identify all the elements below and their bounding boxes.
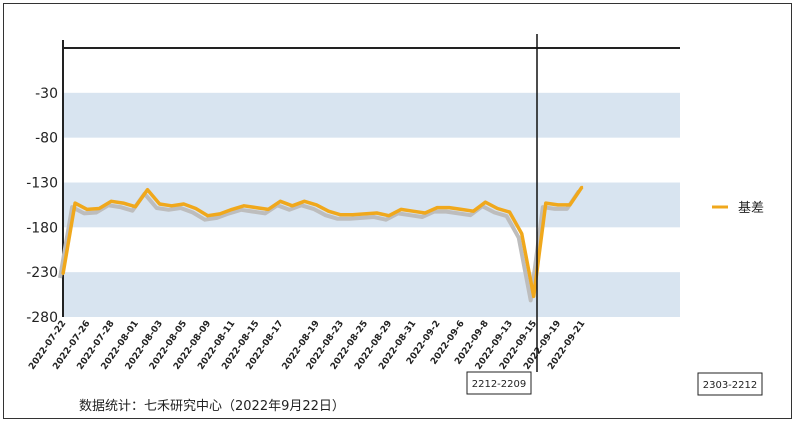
data-point <box>484 201 487 204</box>
data-point <box>303 200 306 203</box>
contract-label: 2303-2212 <box>703 380 758 391</box>
data-point <box>580 185 584 189</box>
data-point <box>496 207 499 210</box>
data-point <box>122 201 125 205</box>
data-point <box>544 201 547 205</box>
chart-frame: -30 -80 -130 -180 -230 -280 2022-07-22 2022-07… <box>3 3 792 419</box>
data-point <box>448 206 451 209</box>
data-point <box>206 214 210 217</box>
data-point <box>375 211 379 215</box>
data-point <box>327 209 330 213</box>
source-note: 数据统计：七禾研究中心（2022年9月22日） <box>79 399 345 414</box>
data-point <box>568 203 572 207</box>
data-point <box>182 202 185 206</box>
data-point <box>266 208 270 211</box>
legend-label: 基差 <box>738 201 764 216</box>
annotations: 2212-2209 2303-2212 <box>466 34 763 396</box>
data-point <box>520 232 523 235</box>
data-point <box>315 203 318 207</box>
grid-band <box>63 272 680 317</box>
y-tick-label: -130 <box>26 176 58 192</box>
data-point <box>73 201 77 205</box>
data-point <box>399 208 403 211</box>
data-point <box>387 214 391 217</box>
data-point <box>279 200 282 203</box>
data-point <box>556 203 560 207</box>
y-tick-label: -80 <box>35 131 58 147</box>
data-point <box>423 211 427 215</box>
data-point <box>363 212 366 216</box>
data-point <box>254 206 258 209</box>
series-shadow <box>58 189 581 303</box>
legend: 基差 <box>712 201 764 216</box>
data-point <box>230 208 234 211</box>
data-point <box>218 212 222 216</box>
contract-switch-label: 2212-2209 <box>472 379 527 390</box>
data-point <box>472 209 475 213</box>
data-point <box>339 213 342 216</box>
data-point <box>170 204 173 208</box>
grid-band <box>63 92 680 138</box>
contract-switch-box <box>466 371 532 395</box>
data-point <box>98 207 101 210</box>
y-tick-label: -230 <box>26 265 58 281</box>
data-point <box>291 204 294 208</box>
data-point <box>194 207 197 210</box>
data-point <box>351 213 354 216</box>
data-point <box>460 208 463 211</box>
data-point <box>85 208 89 211</box>
data-point <box>242 204 246 208</box>
contract-box <box>697 372 763 396</box>
data-point <box>110 200 113 203</box>
data-point <box>61 272 65 276</box>
data-point <box>146 188 149 191</box>
data-point <box>158 202 161 206</box>
data-point <box>508 210 511 214</box>
y-tick-label: -180 <box>26 220 58 236</box>
data-point <box>411 209 415 213</box>
y-tick-label: -30 <box>35 86 58 102</box>
data-point <box>532 295 535 298</box>
line-chart: -30 -80 -130 -180 -230 -280 2022-07-222022-07… <box>26 34 764 414</box>
data-point <box>134 205 137 208</box>
data-point <box>435 206 439 209</box>
series-line-jicha <box>61 186 584 299</box>
series-layer <box>58 185 584 303</box>
x-axis-ticks: 2022-07-222022-07-262022-07-282022-08-01… <box>27 319 587 372</box>
y-axis-ticks: -30 -80 -130 -180 -230 -280 <box>26 86 58 326</box>
y-tick-label: -280 <box>26 310 58 326</box>
background-bands <box>63 92 680 317</box>
